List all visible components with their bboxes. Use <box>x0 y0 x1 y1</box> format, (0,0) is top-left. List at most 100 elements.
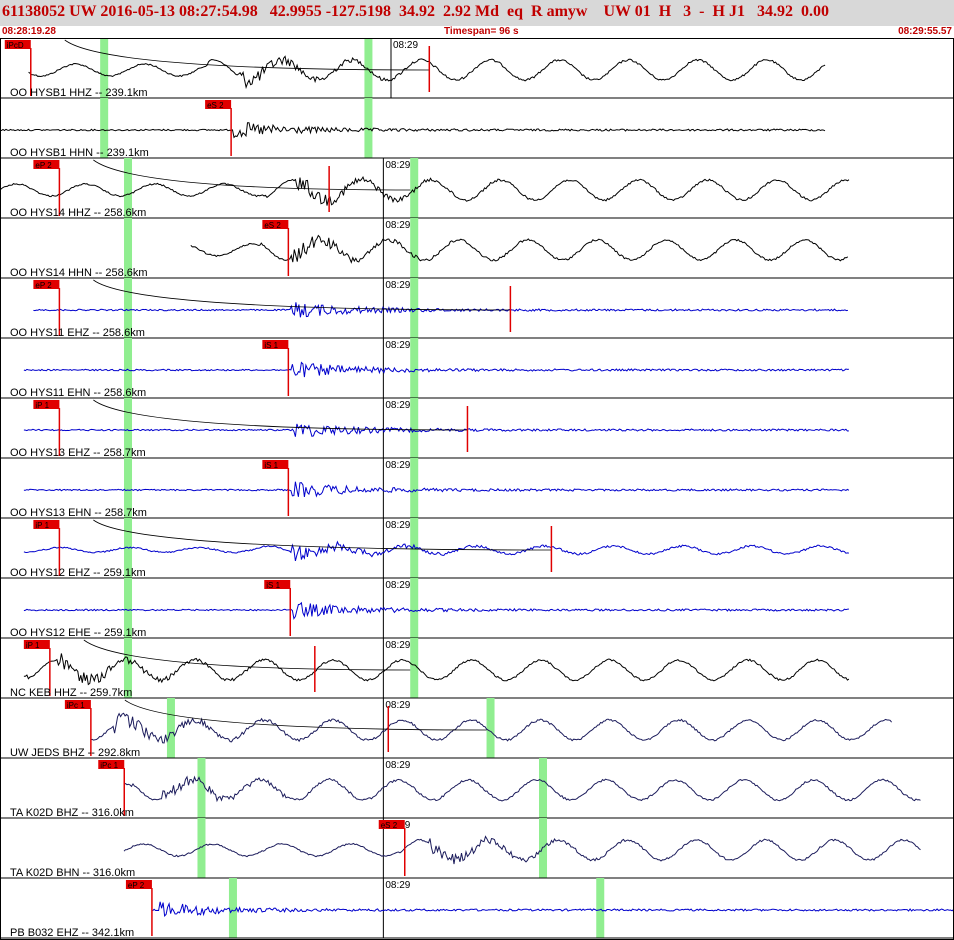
time-band <box>364 98 373 158</box>
time-band <box>100 98 109 158</box>
minute-label: 08:29 <box>385 400 410 411</box>
pick-box[interactable] <box>262 460 289 469</box>
station-label: TA K02D BHZ -- 316.0km <box>10 807 134 819</box>
trace-row[interactable]: 08:29 iP 1 OO HYS12 EHZ -- 259.1km <box>0 518 954 579</box>
minute-label: 08:29 <box>385 520 410 531</box>
minute-label: 08:29 <box>385 880 410 891</box>
time-band <box>410 518 419 578</box>
station-label: TA K02D BHN -- 316.0km <box>10 867 135 879</box>
waveform <box>23 481 850 498</box>
trace-row[interactable]: 08:29 iP 1 NC KEB HHZ -- 259.7km <box>0 638 954 699</box>
waveform <box>23 361 849 378</box>
pick-box[interactable] <box>23 640 50 649</box>
trace-row[interactable]: 08:29 eP 2 OO HYS14 HHZ -- 258.6km <box>0 158 954 219</box>
waveform <box>152 901 954 917</box>
waveform <box>23 540 849 562</box>
pick-box[interactable] <box>125 880 152 889</box>
pick-label: iP 1 <box>35 521 49 530</box>
time-band <box>410 638 419 698</box>
minute-label: 08:29 <box>393 40 418 51</box>
waveform <box>23 653 850 686</box>
time-band <box>410 458 419 518</box>
station-label: UW JEDS BHZ -- 292.8km <box>10 747 140 759</box>
travel-curve <box>93 279 511 311</box>
trace-row[interactable]: 08:29 iPcD OO HYSB1 HHZ -- 239.1km <box>0 38 954 99</box>
waveform <box>123 835 921 865</box>
trace-row[interactable]: 08:29 iS 1 OO HYS13 EHN -- 258.7km <box>0 458 954 519</box>
pick-label: eP 2 <box>128 881 145 890</box>
pick-label: eS 2 <box>264 221 281 230</box>
minute-label: 08:29 <box>385 460 410 471</box>
event-summary: 61138052 UW 2016-05-13 08:27:54.98 42.99… <box>2 3 829 20</box>
seismogram-panel[interactable]: 08:29 iPcD OO HYSB1 HHZ -- 239.1km eS 2 OO H… <box>0 38 954 940</box>
time-band <box>197 818 206 878</box>
trace-row[interactable]: 08:29 iS 1 OO HYS12 EHE -- 259.1km <box>0 578 954 639</box>
pick-label: eS 2 <box>207 101 224 110</box>
time-band <box>410 578 419 638</box>
trace-row[interactable]: 08:29 iPc 1 TA K02D BHZ -- 316.0km <box>0 758 954 819</box>
minute-label: 08:29 <box>385 160 410 171</box>
time-band <box>166 698 175 758</box>
time-range-bar: 08:28:19.28 Timespan= 96 s 08:29:55.57 <box>0 26 954 38</box>
time-band <box>410 278 419 338</box>
time-band <box>539 758 548 818</box>
trace-row[interactable]: 08:29 eP 2 PB B032 EHZ -- 342.1km <box>0 878 954 939</box>
pick-box[interactable] <box>33 520 60 529</box>
time-band <box>410 398 419 458</box>
waveform <box>90 712 892 744</box>
minute-label: 08:29 <box>385 640 410 651</box>
time-band <box>124 278 133 338</box>
travel-curve <box>83 639 411 671</box>
pick-label: iPcD <box>7 41 24 50</box>
station-label: NC KEB HHZ -- 259.7km <box>10 687 132 699</box>
travel-curve <box>64 39 430 71</box>
pick-label: iS 1 <box>264 461 278 470</box>
travel-curve <box>93 159 411 191</box>
travel-curve <box>93 399 468 431</box>
time-band <box>596 878 605 938</box>
waveform <box>23 601 849 620</box>
pick-box[interactable] <box>4 40 31 49</box>
minute-label: 08:29 <box>385 760 410 771</box>
time-band <box>124 158 133 218</box>
trace-row[interactable]: 08:29 eS 2 OO HYS14 HHN -- 258.6km <box>0 218 954 279</box>
pick-box[interactable] <box>33 400 60 409</box>
trace-row[interactable]: eS 2 OO HYSB1 HHN -- 239.1km <box>0 98 954 159</box>
event-header: 61138052 UW 2016-05-13 08:27:54.98 42.99… <box>0 0 954 26</box>
station-label: OO HYS12 EHE -- 259.1km <box>10 627 146 639</box>
trace-row[interactable]: 08:29 iPc 1 UW JEDS BHZ -- 292.8km <box>0 698 954 759</box>
waveform <box>0 122 826 139</box>
waveform <box>0 175 850 206</box>
pick-box[interactable] <box>98 760 125 769</box>
time-band <box>539 818 548 878</box>
pick-box[interactable] <box>262 340 289 349</box>
trace-row[interactable]: 08:29 eP 2 OO HYS11 EHZ -- 258.6km <box>0 278 954 339</box>
time-band <box>410 338 419 398</box>
travel-curve <box>93 519 552 551</box>
waveform <box>190 234 849 264</box>
station-label: OO HYSB1 HHZ -- 239.1km <box>10 87 148 99</box>
pick-box[interactable] <box>262 220 289 229</box>
time-band <box>486 698 495 758</box>
pick-label: eP 2 <box>35 281 52 290</box>
pick-label: iPc 1 <box>67 701 85 710</box>
time-band <box>100 38 109 98</box>
minute-label: 08:29 <box>385 340 410 351</box>
timespan-label: Timespan= 96 s <box>444 26 519 37</box>
pick-label: iPc 1 <box>100 761 118 770</box>
trace-row[interactable]: 08:29 iP 1 OO HYS13 EHZ -- 258.7km <box>0 398 954 459</box>
station-label: OO HYS13 EHZ -- 258.7km <box>10 447 146 459</box>
pick-box[interactable] <box>264 580 291 589</box>
pick-label: eP 2 <box>35 161 52 170</box>
pick-box[interactable] <box>33 160 60 169</box>
pick-box[interactable] <box>378 820 405 829</box>
time-band <box>410 218 419 278</box>
pick-box[interactable] <box>205 100 232 109</box>
waveform <box>23 423 849 437</box>
time-band <box>124 638 133 698</box>
pick-box[interactable] <box>64 700 91 709</box>
time-band <box>124 458 133 518</box>
trace-row[interactable]: 08:29 iS 1 OO HYS11 EHN -- 258.6km <box>0 338 954 399</box>
pick-box[interactable] <box>33 280 60 289</box>
